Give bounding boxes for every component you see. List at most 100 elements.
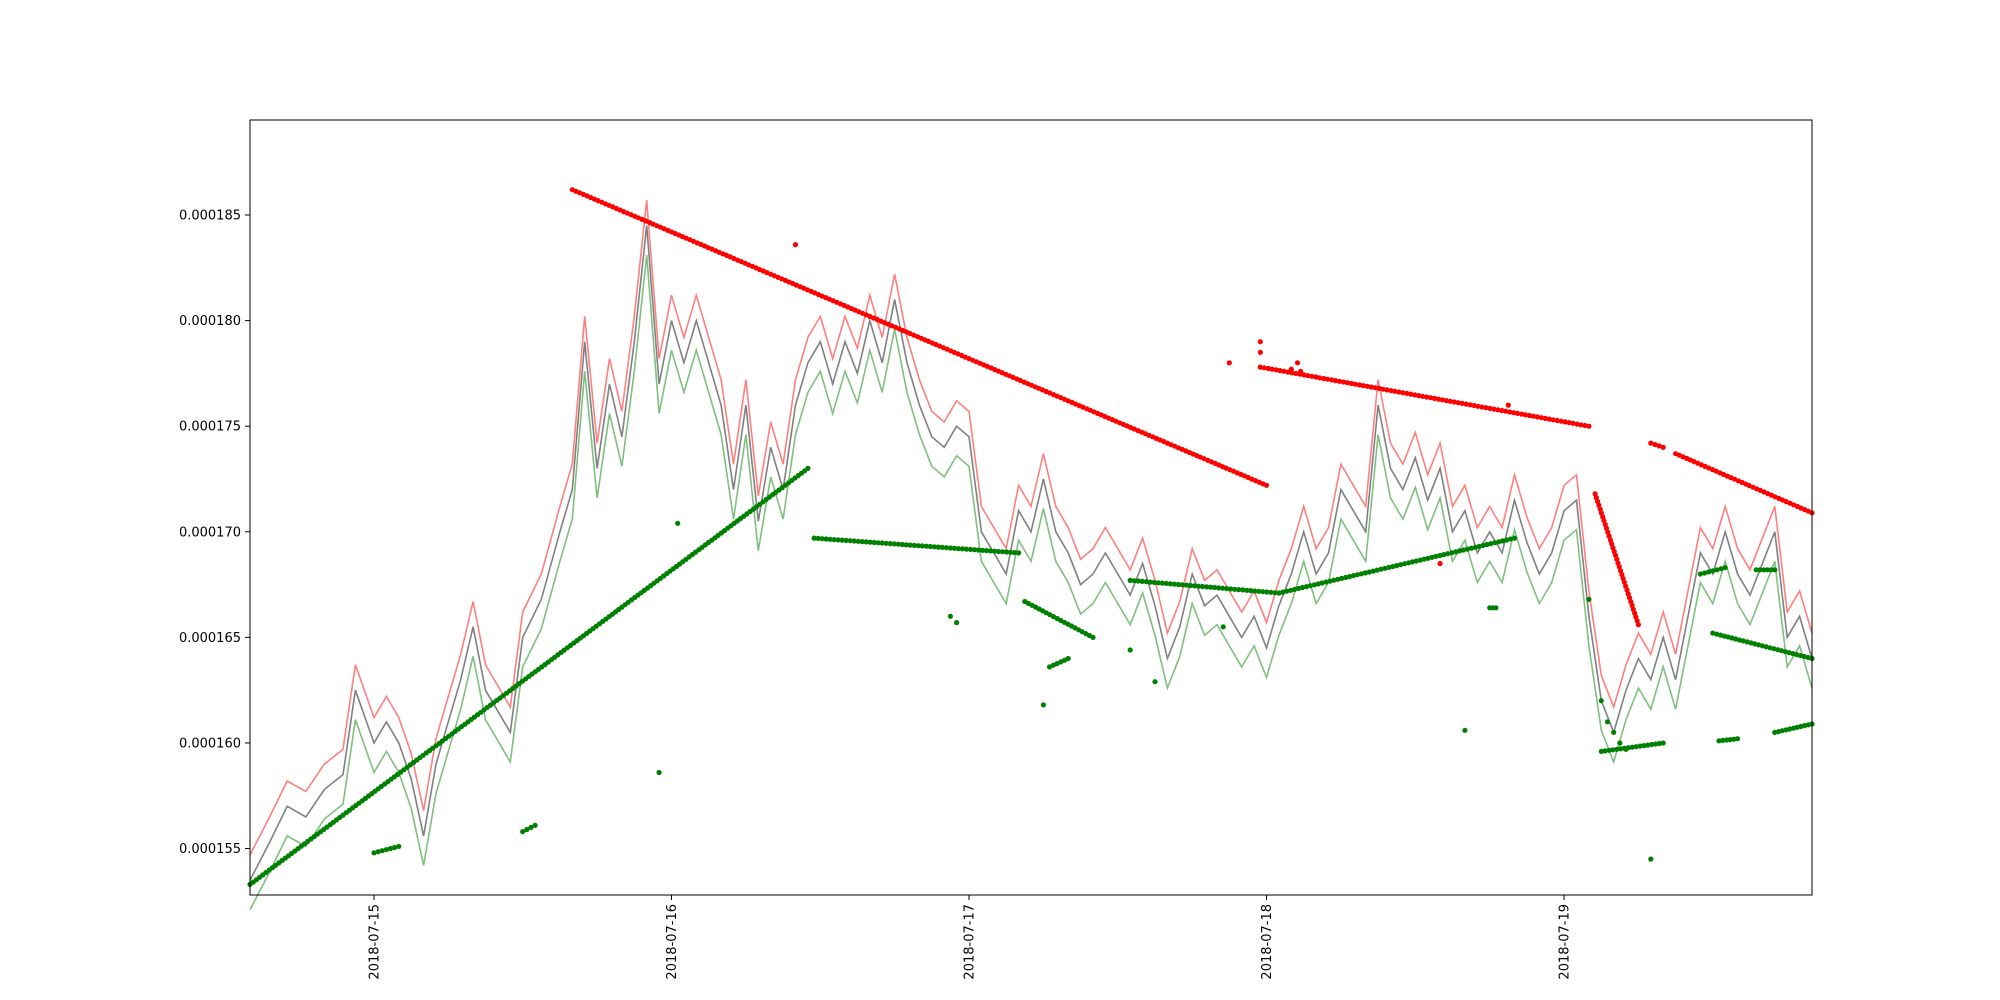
signal-dot <box>392 844 398 851</box>
signal-dot <box>1629 744 1635 750</box>
signal-dot <box>1606 533 1612 539</box>
signal-dot <box>1480 542 1486 549</box>
signal-dot <box>1542 415 1548 421</box>
signal-dot <box>1491 406 1497 412</box>
signal-dot <box>991 548 998 554</box>
signal-dot <box>1372 385 1378 391</box>
x-tick-label: 2018-07-19 <box>1558 904 1573 980</box>
signal-dot <box>823 536 829 542</box>
signal-dot <box>863 539 869 545</box>
signal-dot <box>1487 405 1493 411</box>
signal-dot <box>1702 570 1708 576</box>
signal-dot <box>919 543 925 549</box>
signal-dot <box>1292 586 1298 593</box>
signal-dot <box>1757 567 1763 573</box>
signal-dot <box>1317 375 1323 381</box>
signal-dot <box>1236 587 1242 593</box>
signal-dot <box>1586 596 1592 603</box>
signal-dot <box>1598 698 1604 704</box>
signal-dot <box>1412 392 1418 398</box>
signal-dot <box>1484 541 1490 548</box>
y-tick-label: 0.000160 <box>179 736 241 751</box>
signal-dot <box>1384 387 1390 393</box>
signal-dot <box>1656 740 1662 747</box>
signal-dot <box>1016 550 1022 556</box>
signal-dot <box>1437 552 1443 559</box>
signal-dot <box>1204 584 1210 590</box>
signal-dot <box>1453 549 1459 555</box>
signal-dot <box>1281 368 1287 374</box>
signal-dot <box>1370 568 1376 574</box>
signal-dot <box>955 546 962 552</box>
plot-frame <box>249 119 1813 896</box>
signal-dot <box>1348 380 1354 387</box>
signal-dot <box>1378 566 1384 572</box>
signal-dot <box>819 536 825 542</box>
signal-dot <box>1004 549 1010 555</box>
signal-dot <box>1596 502 1602 508</box>
signal-dot <box>1405 560 1412 566</box>
signal-dot <box>963 546 970 552</box>
signal-dot <box>1602 748 1608 754</box>
signal-dot <box>1288 366 1294 372</box>
signal-dot <box>1611 729 1617 736</box>
signal-dot <box>1413 558 1419 564</box>
signal-dot <box>1720 737 1726 744</box>
signal-dot <box>792 242 799 248</box>
signal-dot <box>1272 590 1278 596</box>
signal-dot <box>379 848 385 854</box>
x-tick-label: 2018-07-16 <box>665 904 680 980</box>
signal-dot <box>396 843 402 850</box>
signal-dot <box>1558 418 1564 424</box>
signal-dot <box>947 545 954 551</box>
signal-dot <box>1483 405 1489 411</box>
signal-dot <box>954 620 960 626</box>
signal-dot <box>1753 567 1759 573</box>
signal-dot <box>1761 567 1767 573</box>
signal-dot <box>1714 631 1720 637</box>
signal-dot <box>1309 373 1315 379</box>
signal-dot <box>675 520 681 526</box>
signal-dot <box>1500 538 1506 544</box>
signal-dot <box>1183 582 1190 588</box>
signal-dot <box>1394 563 1400 569</box>
signal-dot <box>1248 588 1254 594</box>
series-layer <box>247 187 1815 911</box>
signal-dot <box>1515 410 1521 416</box>
x-tick-label: 2018-07-15 <box>367 904 382 980</box>
signal-dot <box>1366 569 1372 575</box>
signal-dot <box>1614 746 1620 752</box>
signal-dot <box>1336 378 1343 384</box>
signal-dot <box>1495 407 1501 413</box>
signal-dot <box>1131 578 1137 584</box>
signal-dot <box>959 546 966 552</box>
signal-dot <box>1447 398 1453 404</box>
signal-dot <box>983 548 990 554</box>
signal-dot <box>1464 546 1470 552</box>
signal-dot <box>656 769 662 776</box>
signal-dot <box>1299 584 1306 591</box>
signal-dot <box>1352 381 1358 387</box>
signal-dot <box>1212 584 1218 591</box>
signal-dot <box>1224 586 1230 592</box>
x-axis: 2018-07-15 2018-07-16 2018-07-17 2018-07-18… <box>367 895 1573 980</box>
signal-dot <box>859 539 865 545</box>
signal-dot <box>843 537 849 544</box>
signal-dot <box>1315 581 1321 587</box>
signal-dot <box>1582 422 1588 429</box>
signal-dot <box>1265 365 1271 372</box>
signal-dot <box>1226 360 1232 366</box>
signal-dot <box>931 544 938 550</box>
signal-dot <box>1269 366 1275 372</box>
signal-dot <box>1090 634 1096 641</box>
signal-dot <box>1641 743 1647 749</box>
signal-dot <box>1327 578 1333 584</box>
signal-dot <box>1008 549 1014 555</box>
signal-dot <box>1143 579 1149 585</box>
signal-dot <box>1277 368 1283 374</box>
signal-dot <box>1276 590 1282 596</box>
signal-dot <box>875 540 881 546</box>
signal-dot <box>1065 655 1071 662</box>
signal-dot <box>1598 510 1604 516</box>
signal-dot <box>1191 583 1198 589</box>
